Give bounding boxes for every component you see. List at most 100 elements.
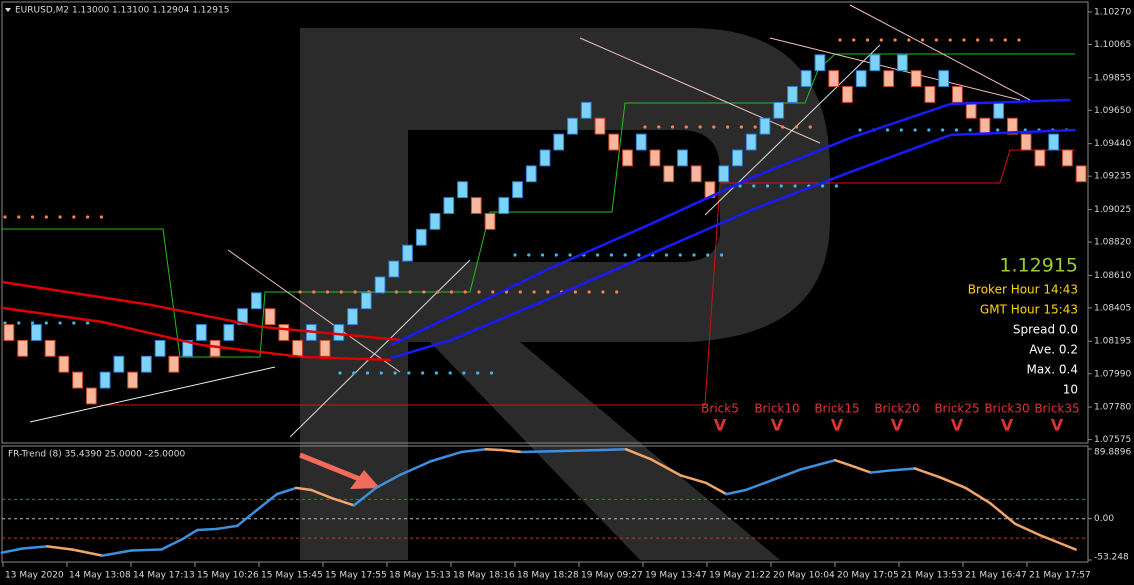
down-brick — [663, 165, 675, 183]
y-tick-label: 1.07990 — [1094, 369, 1131, 379]
signal-dot — [684, 125, 688, 129]
trend-line — [29, 366, 276, 423]
signal-dot — [448, 371, 452, 375]
up-brick — [360, 292, 372, 310]
trend-segment — [0, 547, 24, 554]
signal-dot — [726, 125, 730, 129]
up-brick — [99, 371, 111, 389]
x-tick-label: 15 May 15:45 — [261, 571, 323, 581]
trend-segment — [600, 448, 628, 452]
signal-dot — [779, 184, 783, 188]
brick-marker: V — [1001, 416, 1014, 435]
up-brick — [897, 54, 908, 72]
down-brick — [649, 149, 661, 167]
trend-segment — [310, 488, 334, 500]
up-brick — [415, 228, 427, 246]
up-brick — [745, 133, 757, 151]
y-tick-label: 1.10270 — [1094, 7, 1131, 17]
x-tick-label: 18 May 18:28 — [517, 571, 579, 581]
watermark — [300, 28, 830, 560]
up-brick — [635, 133, 647, 151]
down-brick — [979, 117, 991, 135]
up-brick — [759, 117, 771, 135]
signal-dot — [692, 253, 696, 257]
signal-dot — [540, 253, 545, 257]
up-brick — [457, 181, 468, 199]
y-tick-label: 0.00 — [1094, 514, 1114, 524]
x-tick-label: 21 May 16:47 — [965, 571, 1027, 581]
signal-dot — [463, 290, 467, 294]
signal-dot — [927, 128, 931, 132]
trend-segment — [1013, 522, 1042, 537]
menu-triangle — [5, 8, 11, 12]
signal-dot — [44, 321, 48, 325]
brick-label: Brick20 — [874, 402, 919, 416]
signal-dot — [298, 290, 302, 294]
signal-dot — [954, 128, 958, 132]
up-brick — [250, 292, 262, 310]
y-tick-label: 89.8896 — [1094, 448, 1131, 458]
brick-label: Brick35 — [1034, 402, 1079, 416]
signal-dot — [670, 125, 675, 129]
signal-dot — [72, 321, 76, 325]
up-brick — [237, 308, 248, 326]
signal-dot — [58, 321, 62, 325]
trend-segment — [429, 450, 463, 463]
indicator-frame — [1, 445, 1089, 563]
trend-segment — [352, 486, 378, 507]
signal-dot — [657, 125, 661, 129]
up-brick — [223, 324, 235, 341]
down-brick — [1034, 149, 1046, 167]
trend-segment — [294, 486, 313, 492]
down-brick — [3, 324, 15, 341]
trend-segment — [520, 449, 563, 454]
signal-dot — [793, 184, 797, 188]
signal-dot — [765, 184, 770, 188]
y-tick-label: 1.07780 — [1094, 403, 1131, 413]
signal-dot — [462, 371, 466, 375]
x-tick-label: 21 May 13:53 — [901, 571, 963, 581]
signal-dot — [17, 215, 21, 219]
signal-dot — [99, 215, 103, 219]
y-tick-label: 1.08610 — [1094, 271, 1131, 281]
trend-segment — [459, 448, 488, 454]
signal-dot — [1017, 38, 1021, 42]
signal-dot — [794, 125, 799, 129]
signal-dot — [989, 38, 994, 42]
x-tick-label: 20 May 10:04 — [773, 571, 835, 581]
trend-segment — [215, 524, 239, 531]
down-brick — [910, 70, 922, 88]
signal-dot — [532, 290, 536, 294]
signal-dot — [893, 38, 897, 42]
trend-segment — [46, 545, 74, 551]
up-brick — [732, 149, 743, 167]
brick-label: Brick25 — [934, 402, 979, 416]
signal-dot — [623, 253, 627, 257]
signal-dot — [838, 38, 842, 42]
up-brick — [429, 212, 441, 230]
signal-dot — [587, 290, 591, 294]
x-tick-label: 15 May 17:55 — [325, 571, 387, 581]
brick-marker: V — [771, 416, 784, 435]
signal-dot — [962, 38, 966, 42]
signal-dot — [834, 184, 838, 188]
up-brick — [374, 276, 386, 294]
main-frame — [1, 1, 1089, 444]
signal-dot — [3, 215, 7, 219]
y-tick-label: 1.10065 — [1094, 40, 1131, 50]
down-brick — [622, 149, 633, 167]
moving-average — [390, 98, 1071, 347]
signal-dot — [504, 290, 509, 294]
trend-segment — [129, 548, 163, 552]
signal-dot — [678, 253, 682, 257]
brick-marker: V — [951, 416, 964, 435]
y-tick-label: 1.09650 — [1094, 106, 1131, 116]
up-brick — [539, 149, 551, 167]
down-brick — [690, 165, 702, 183]
signal-dot — [3, 321, 7, 325]
signal-dot — [719, 253, 724, 257]
up-brick — [333, 324, 345, 341]
trend-segment — [330, 496, 356, 507]
spread: Spread 0.0 — [1013, 323, 1078, 337]
signal-dot — [30, 321, 35, 325]
